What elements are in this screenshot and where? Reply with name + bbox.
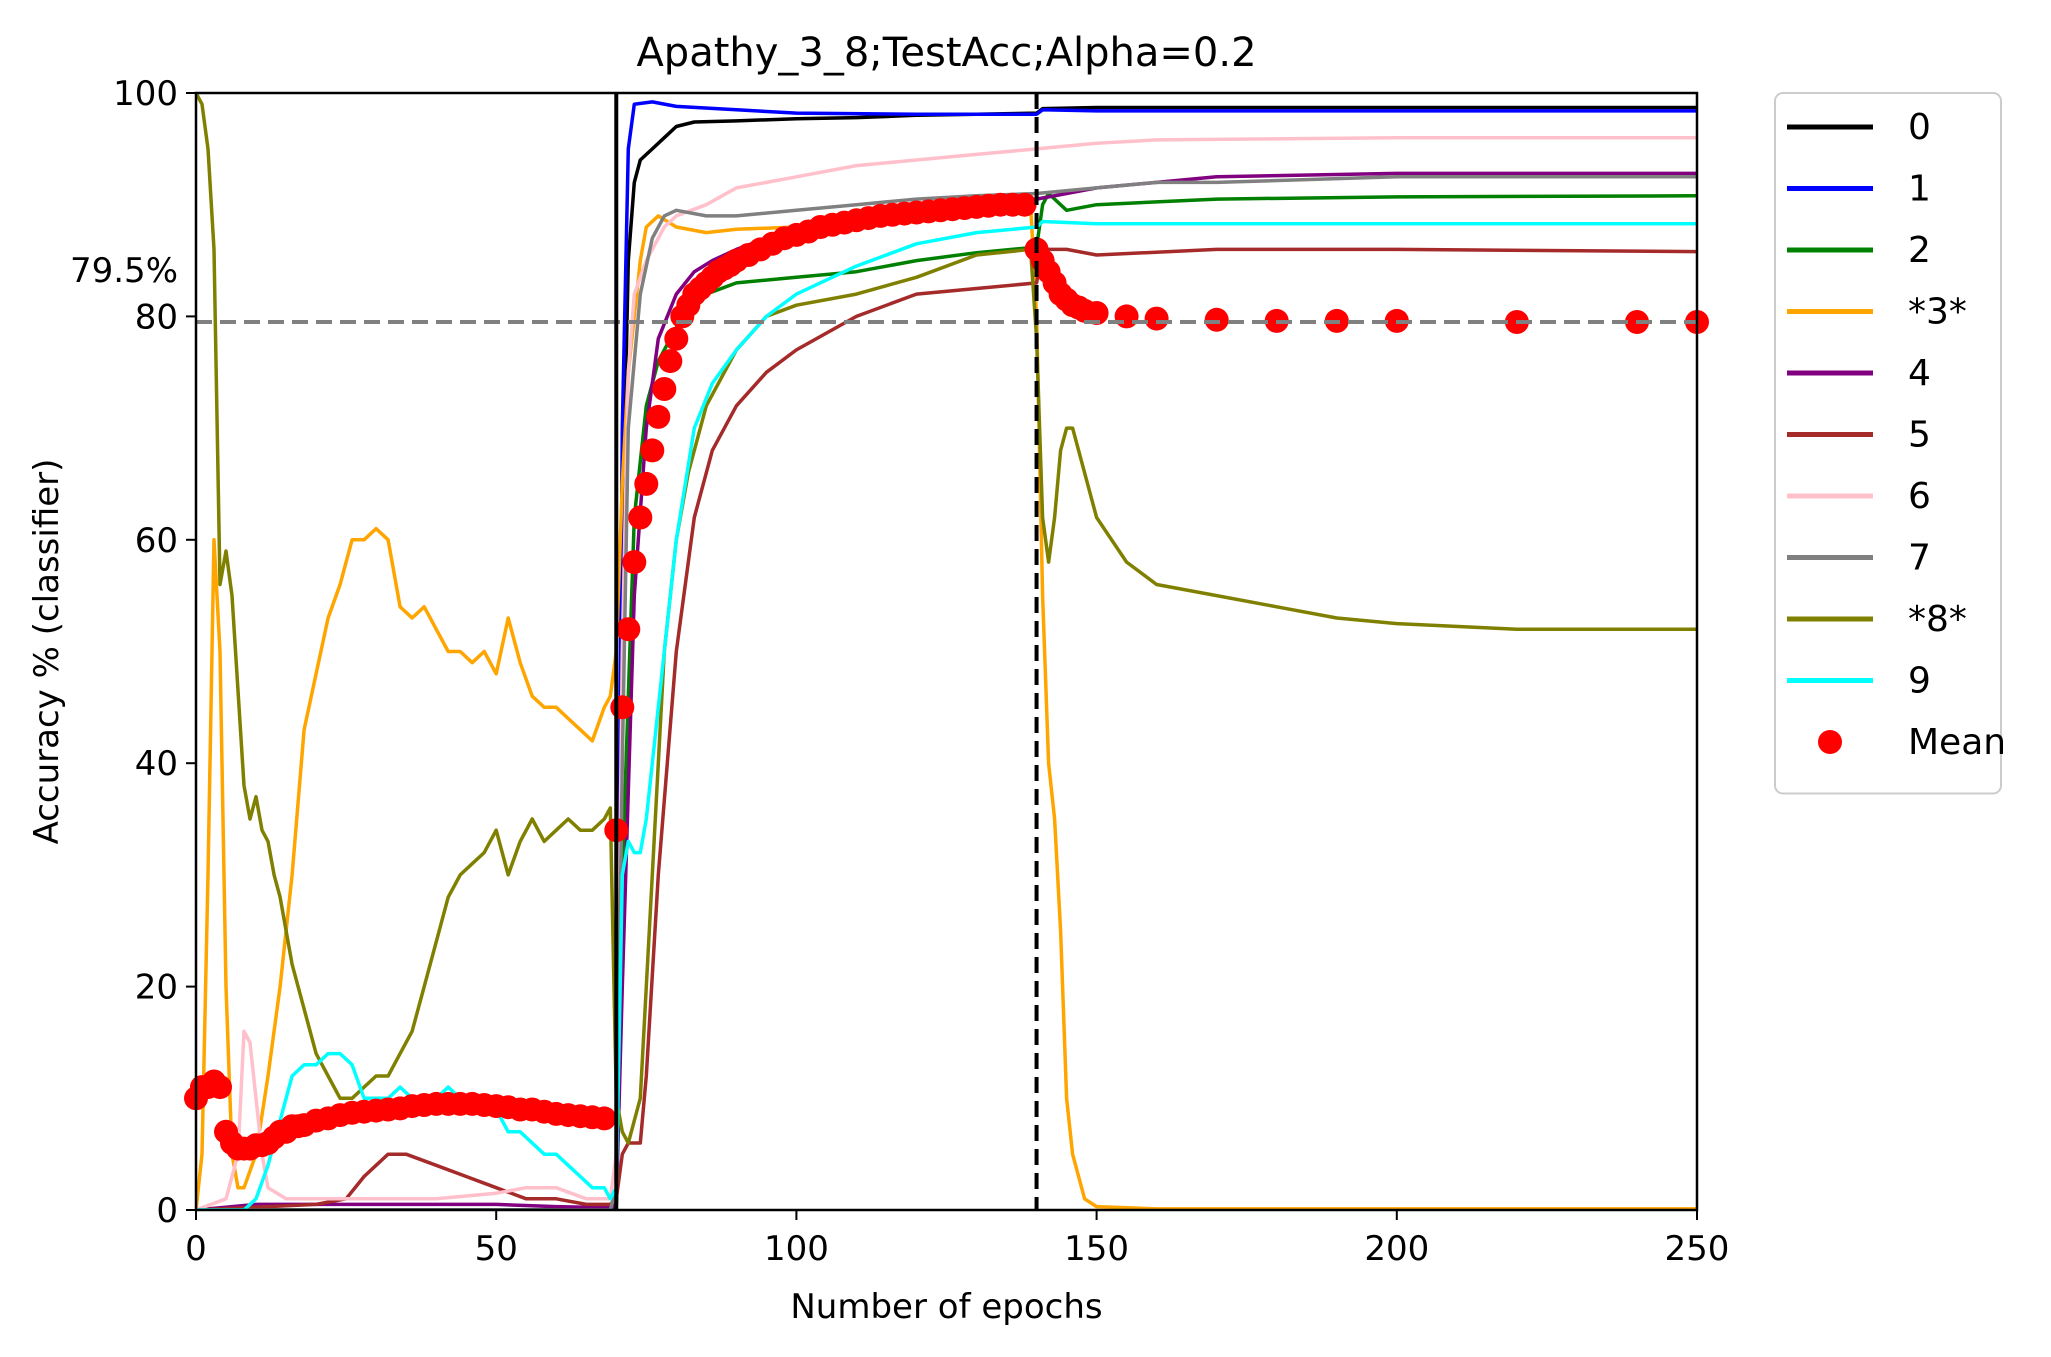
- x-tick-label: 0: [185, 1229, 207, 1269]
- mean-point: [1084, 301, 1109, 325]
- legend-label: Mean: [1908, 722, 2006, 763]
- legend-label: *3*: [1908, 292, 1967, 333]
- mean-point: [1012, 192, 1037, 217]
- x-tick-label: 200: [1364, 1229, 1429, 1269]
- legend-label: *8*: [1908, 599, 1967, 640]
- plot-area-frame: [194, 91, 1699, 1212]
- mean-point: [1114, 304, 1139, 329]
- x-tick-label: 50: [475, 1229, 518, 1269]
- series-line-9: [196, 219, 1697, 1210]
- legend-label: 5: [1908, 415, 1931, 456]
- y-tick-label: 40: [135, 744, 178, 784]
- mean-point: [610, 695, 635, 720]
- series-line-8: [196, 93, 1697, 1145]
- series-line-3: [196, 202, 1697, 1210]
- mean-point: [658, 349, 683, 374]
- y-axis-label: Accuracy % (classifier): [27, 459, 67, 845]
- mean-point: [640, 438, 665, 463]
- y-tick-label: 80: [135, 297, 178, 337]
- reference-line-label: 79.5%: [70, 251, 178, 291]
- legend-box: [1774, 92, 2002, 795]
- mean-point: [628, 505, 653, 530]
- series-line-4: [196, 171, 1697, 1210]
- y-tick-label: 20: [135, 968, 178, 1008]
- series-line-2: [196, 191, 1697, 1210]
- x-tick-label: 250: [1665, 1229, 1730, 1269]
- legend: 0 1 2 *3* 4 5 6 7 *8* 9 Mean: [1774, 92, 2006, 795]
- legend-label: 4: [1908, 353, 1931, 394]
- mean-point: [1204, 307, 1229, 332]
- legend-swatch-mean: [1818, 730, 1842, 754]
- legend-label: 9: [1908, 661, 1931, 702]
- legend-label: 2: [1908, 230, 1931, 271]
- series-line-7: [196, 175, 1697, 1210]
- mean-point: [622, 550, 647, 575]
- mean-series-layer: [184, 192, 1709, 1161]
- plot-lines-layer: [196, 93, 1697, 1210]
- mean-point: [616, 617, 641, 642]
- mean-point: [652, 377, 677, 401]
- legend-label: 1: [1908, 169, 1931, 210]
- axis-ticks-layer: 0 50 100 150 200 250 0 20 40 60 80 100: [113, 74, 1729, 1269]
- x-tick-label: 150: [1064, 1229, 1129, 1269]
- legend-label: 6: [1908, 476, 1931, 517]
- x-tick-label: 100: [764, 1229, 829, 1269]
- y-tick-label: 100: [113, 74, 178, 114]
- series-line-5: [196, 247, 1697, 1210]
- y-tick-label: 60: [135, 521, 178, 561]
- mean-point: [1144, 306, 1169, 331]
- x-axis-label: Number of epochs: [790, 1287, 1102, 1327]
- chart-title: Apathy_3_8;TestAcc;Alpha=0.2: [636, 30, 1256, 76]
- y-tick-label: 0: [156, 1191, 178, 1231]
- mean-point: [208, 1075, 232, 1100]
- mean-point: [592, 1106, 617, 1131]
- legend-label: 0: [1908, 107, 1931, 148]
- mean-point: [646, 404, 671, 429]
- legend-label: 7: [1908, 538, 1931, 579]
- reference-lines-layer: [196, 93, 1697, 1210]
- mean-point: [634, 471, 659, 496]
- mean-point: [664, 326, 689, 351]
